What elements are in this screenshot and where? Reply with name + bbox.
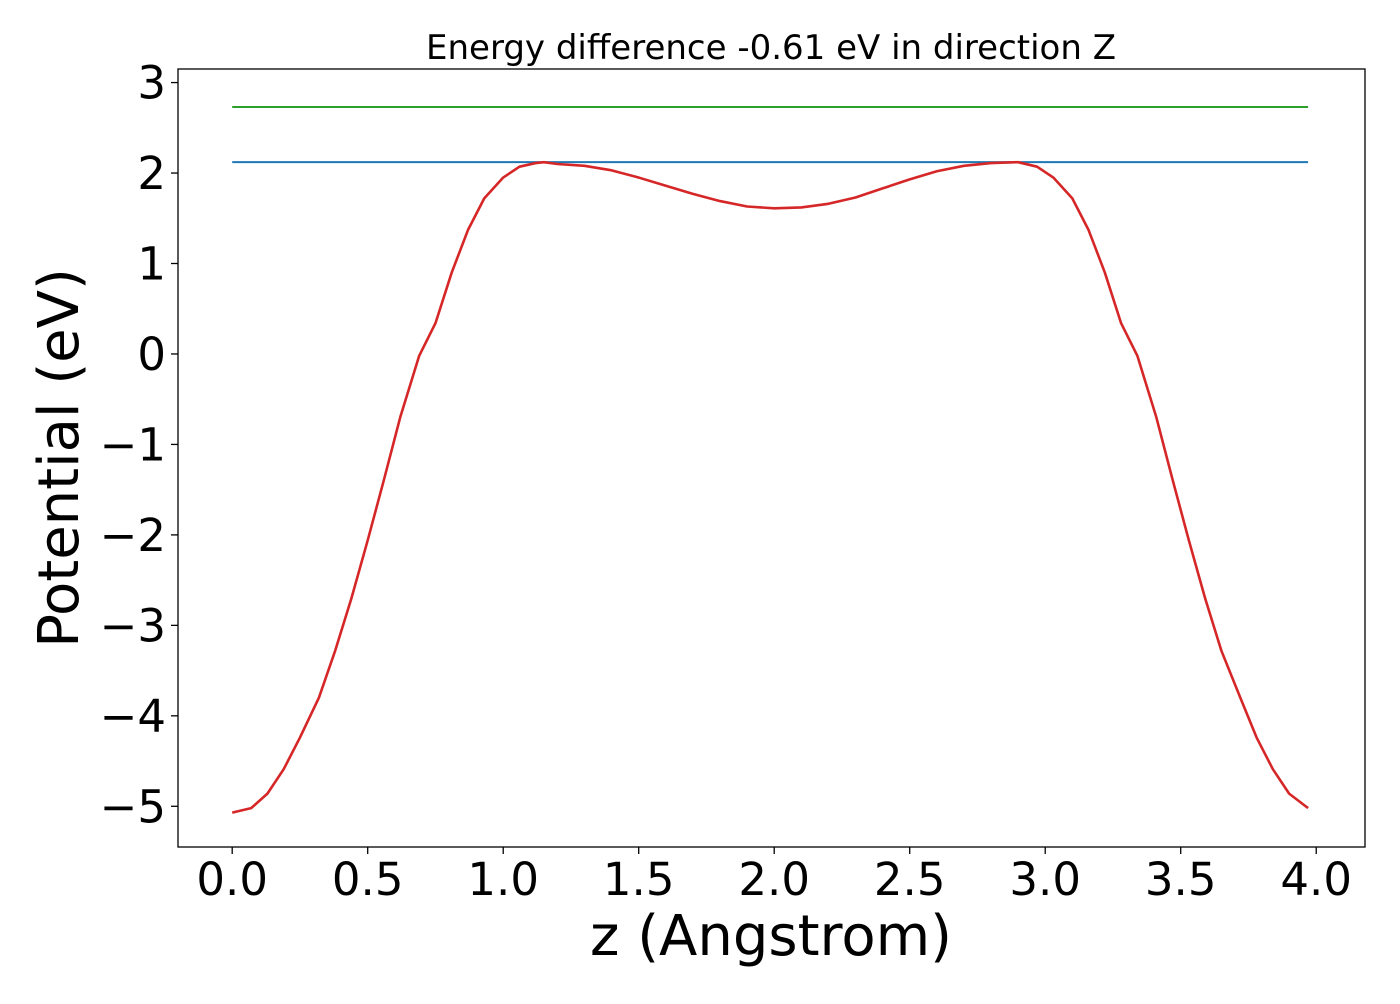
x-axis-label: z (Angstrom) bbox=[590, 904, 952, 969]
y-tick-label: 0 bbox=[137, 328, 166, 381]
y-axis-ticks: 3 2 1 0 −1 −2 −3 −4 −5 bbox=[100, 57, 178, 833]
x-tick-label: 1.0 bbox=[467, 853, 539, 906]
y-tick-label: 1 bbox=[137, 238, 166, 291]
x-tick-label: 4.0 bbox=[1280, 853, 1352, 906]
x-tick-label: 1.5 bbox=[603, 853, 675, 906]
y-tick-label: 2 bbox=[137, 147, 166, 200]
x-tick-label: 2.0 bbox=[738, 853, 810, 906]
plot-area-frame bbox=[177, 68, 1366, 848]
x-tick-label: 3.5 bbox=[1145, 853, 1217, 906]
y-tick-label: −2 bbox=[100, 509, 166, 562]
x-tick-label: 0.5 bbox=[332, 853, 404, 906]
series-line-3 bbox=[231, 160, 1309, 814]
y-tick-label: −3 bbox=[100, 599, 166, 652]
x-tick-label: 2.5 bbox=[874, 853, 946, 906]
y-tick-label: −5 bbox=[100, 780, 166, 833]
plot-series-group bbox=[231, 106, 1309, 814]
x-tick-label: 0.0 bbox=[196, 853, 268, 906]
y-tick-label: −4 bbox=[100, 690, 166, 743]
y-tick-label: 3 bbox=[137, 57, 166, 110]
x-axis-ticks: 0.0 0.5 1.0 1.5 2.0 2.5 3.0 3.5 4.0 bbox=[196, 847, 1352, 906]
x-tick-label: 3.0 bbox=[1009, 853, 1081, 906]
chart-title: Energy difference -0.61 eV in direction … bbox=[426, 28, 1116, 68]
y-axis-label: Potential (eV) bbox=[27, 268, 92, 648]
y-tick-label: −1 bbox=[100, 418, 166, 471]
